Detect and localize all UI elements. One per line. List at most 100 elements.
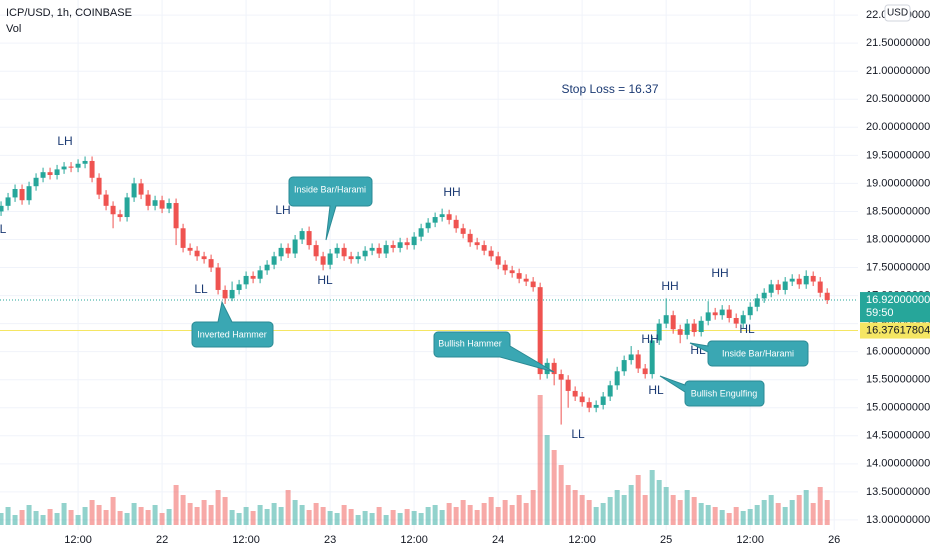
candle-body xyxy=(740,315,746,324)
countdown-label: 59:50 xyxy=(866,307,894,319)
volume-bar xyxy=(586,500,592,525)
volume-bar xyxy=(495,507,501,525)
volume-bar xyxy=(124,513,130,525)
candle-body xyxy=(467,233,473,243)
volume-bar xyxy=(327,511,333,525)
pattern-label: LH xyxy=(57,134,72,148)
volume-bar xyxy=(803,490,809,525)
y-tick-label: 18.50000000 xyxy=(866,205,930,217)
x-tick-label: 12:00 xyxy=(64,534,92,546)
volume-bar xyxy=(726,513,732,525)
currency-label: USD xyxy=(887,8,908,19)
callout-text: Inside Bar/Harami xyxy=(294,184,366,194)
pattern-label: LL xyxy=(571,427,585,441)
volume-bar xyxy=(670,495,676,525)
volume-bar xyxy=(68,510,74,525)
volume-bar xyxy=(544,435,550,525)
stop-price-label: 16.37617804 xyxy=(866,324,930,336)
volume-bar xyxy=(712,507,718,525)
volume-bar xyxy=(159,513,165,525)
annotations: L LH LL LH HL HH LL HH HL HH HH HL HL xyxy=(0,134,755,441)
pattern-label: HH xyxy=(661,279,678,293)
volume-bar xyxy=(40,515,46,525)
candle-body xyxy=(180,228,186,248)
candle-body xyxy=(285,247,291,254)
candle-body xyxy=(250,275,256,279)
candle-body xyxy=(110,205,116,215)
volume-bar xyxy=(229,510,235,525)
volume-bar xyxy=(698,503,704,525)
y-tick-label: 19.00000000 xyxy=(866,177,930,189)
volume-bar xyxy=(796,495,802,525)
x-tick-label: 23 xyxy=(324,534,336,546)
candle-body xyxy=(26,186,32,201)
volume-bar xyxy=(194,507,200,525)
x-tick-label: 12:00 xyxy=(568,534,596,546)
x-tick-label: 22 xyxy=(156,534,168,546)
volume-bar xyxy=(782,507,788,525)
candle-body xyxy=(824,292,830,301)
candle-body xyxy=(537,287,543,375)
callout-text: Inverted Hammer xyxy=(197,329,267,339)
candle-body xyxy=(593,404,599,408)
volume-bar xyxy=(705,505,711,525)
volume-bar xyxy=(75,515,81,525)
volume-bar xyxy=(89,500,95,525)
volume-bar xyxy=(488,497,494,525)
y-tick-label: 15.00000000 xyxy=(866,402,930,414)
volume-bar xyxy=(341,505,347,525)
volume-bar xyxy=(446,503,452,525)
callout-text: Bullish Engulfing xyxy=(691,388,758,398)
candle-body xyxy=(271,256,277,265)
last-price-box xyxy=(860,292,930,323)
volume-bar xyxy=(5,507,11,525)
candle-body xyxy=(677,329,683,335)
volume-bar xyxy=(600,503,606,525)
volume-bar xyxy=(502,500,508,525)
candle-body xyxy=(635,354,641,369)
y-tick-label: 18.00000000 xyxy=(866,233,930,245)
candle-body xyxy=(40,172,46,178)
pattern-label: L xyxy=(0,222,7,236)
volume-bar xyxy=(145,510,151,525)
pattern-label: HH xyxy=(641,332,658,346)
pattern-label: HH xyxy=(443,185,460,199)
x-tick-label: 12:00 xyxy=(400,534,428,546)
volume-bar xyxy=(166,509,172,525)
candle-body xyxy=(82,160,88,164)
candle-body xyxy=(817,281,823,293)
candle-body xyxy=(61,166,67,170)
candle-body xyxy=(607,385,613,397)
candle-body xyxy=(761,292,767,299)
candle-body xyxy=(481,245,487,251)
candle-body xyxy=(446,214,452,220)
volume-bar xyxy=(299,505,305,525)
volume-bar xyxy=(152,505,158,525)
pattern-label: HL xyxy=(739,322,755,336)
candle-body xyxy=(572,390,578,397)
volume-bar xyxy=(47,509,53,525)
candle-body xyxy=(670,315,676,330)
volume-bar xyxy=(663,487,669,525)
candle-body xyxy=(495,256,501,265)
candle-body xyxy=(418,228,424,237)
volume-bar xyxy=(558,465,564,525)
candle-body xyxy=(12,189,18,198)
candle-body xyxy=(159,200,165,209)
volume-bar xyxy=(691,497,697,525)
volume-bar xyxy=(383,515,389,525)
candle-body xyxy=(117,214,123,218)
candle-body xyxy=(810,275,816,282)
volume-bar xyxy=(138,507,144,525)
candle-body xyxy=(551,362,557,375)
candle-body xyxy=(705,312,711,321)
volume-bar xyxy=(110,497,116,525)
callout-box xyxy=(689,340,809,367)
volume-bar xyxy=(26,505,32,525)
candle-body xyxy=(432,217,438,223)
time-axis-panel xyxy=(0,530,932,550)
candle-body xyxy=(698,320,704,333)
volume-bar xyxy=(719,510,725,525)
candle-body xyxy=(5,197,11,206)
